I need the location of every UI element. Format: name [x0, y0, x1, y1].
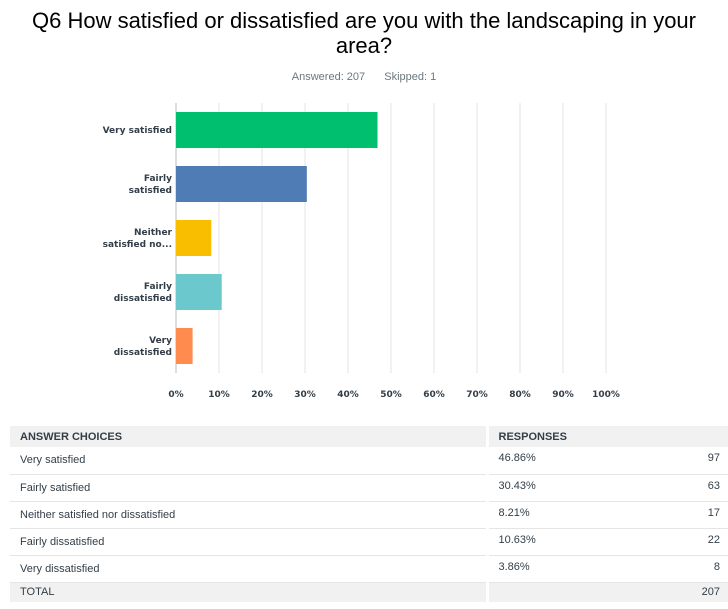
response-stats: Answered: 207 Skipped: 1	[0, 71, 728, 83]
category-label: satisfied	[129, 186, 172, 196]
category-label: Neither	[134, 228, 173, 238]
answer-choice-cell: Neither satisfied nor dissatisfied	[10, 501, 487, 529]
category-label: Fairly	[144, 282, 172, 292]
total-count: 207	[635, 582, 728, 602]
response-percent-cell: 8.21%	[485, 501, 636, 529]
category-label: satisfied no...	[103, 240, 172, 250]
response-count-cell: 63	[635, 474, 728, 502]
table-row: Very dissatisfied 3.86% 8	[10, 555, 728, 583]
x-tick-label: 50%	[380, 390, 402, 400]
table-row: Very satisfied 46.86% 97	[10, 447, 728, 475]
x-tick-label: 100%	[592, 390, 620, 400]
category-label: dissatisfied	[114, 294, 172, 304]
answer-choices-header: ANSWER CHOICES	[10, 426, 487, 447]
x-tick-label: 70%	[466, 390, 488, 400]
table-row: Fairly satisfied 30.43% 63	[10, 474, 728, 502]
table-header-row: ANSWER CHOICES RESPONSES	[10, 426, 728, 447]
answered-count: Answered: 207	[291, 71, 366, 83]
x-tick-label: 30%	[294, 390, 316, 400]
total-row: TOTAL 207	[10, 582, 728, 602]
response-percent-cell: 30.43%	[485, 474, 636, 502]
bar	[176, 166, 307, 202]
response-count-cell: 8	[635, 555, 728, 583]
category-label: dissatisfied	[114, 348, 172, 358]
answer-choice-cell: Very satisfied	[10, 447, 487, 475]
x-tick-label: 0%	[168, 390, 183, 400]
category-label: Very satisfied	[103, 126, 172, 136]
x-tick-label: 90%	[552, 390, 574, 400]
category-label: Fairly	[144, 174, 172, 184]
response-percent-cell: 46.86%	[485, 447, 636, 475]
response-percent-cell: 3.86%	[485, 555, 636, 583]
bar	[176, 328, 193, 364]
response-count-cell: 17	[635, 501, 728, 529]
category-label: Very	[149, 336, 172, 346]
answer-choice-cell: Fairly satisfied	[10, 474, 487, 502]
responses-table: ANSWER CHOICES RESPONSES Very satisfied 4…	[10, 426, 728, 602]
x-tick-label: 40%	[337, 390, 359, 400]
total-spacer	[485, 582, 636, 602]
bar	[176, 220, 212, 256]
bar-chart: 0% 10% 20% 30% 40% 50% 60% 70% 80% 90% 100% Very sa…	[103, 103, 620, 400]
x-tick-label: 10%	[208, 390, 230, 400]
response-count-cell: 22	[635, 528, 728, 556]
x-tick-label: 20%	[251, 390, 273, 400]
answer-choice-cell: Very dissatisfied	[10, 555, 487, 583]
answer-choice-cell: Fairly dissatisfied	[10, 528, 487, 556]
page-title: Q6 How satisfied or dissatisfied are you…	[31, 8, 696, 58]
skipped-count: Skipped: 1	[384, 71, 437, 83]
x-tick-label: 60%	[423, 390, 445, 400]
responses-header: RESPONSES	[485, 426, 728, 447]
table-row: Neither satisfied nor dissatisfied 8.21% 1…	[10, 501, 728, 529]
response-percent-cell: 10.63%	[485, 528, 636, 556]
response-count-cell: 97	[635, 447, 728, 475]
table-row: Fairly dissatisfied 10.63% 22	[10, 528, 728, 556]
bar	[176, 112, 378, 148]
total-label: TOTAL	[10, 582, 487, 602]
bar	[176, 274, 222, 310]
x-tick-label: 80%	[509, 390, 531, 400]
